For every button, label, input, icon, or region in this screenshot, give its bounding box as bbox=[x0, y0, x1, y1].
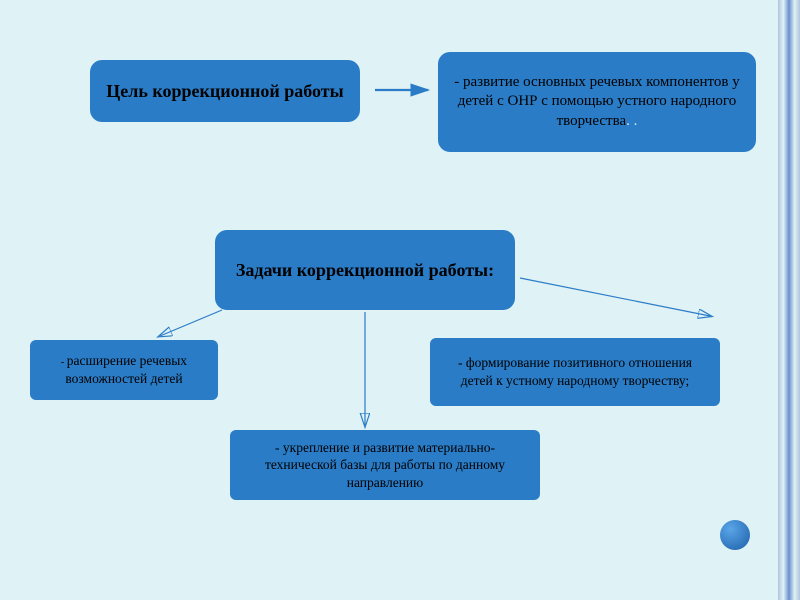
task3-text: - укрепление и развитие материально-техн… bbox=[242, 439, 528, 492]
goal-desc-suffix: . . bbox=[626, 113, 637, 129]
task3-body: укрепление и развитие материально-технич… bbox=[265, 440, 505, 490]
arrow-task-right bbox=[520, 278, 710, 316]
task3-box: - укрепление и развитие материально-техн… bbox=[230, 430, 540, 500]
task1-text: - расширение речевых возможностей детей bbox=[42, 352, 206, 387]
task2-body: формирование позитивного отношения детей… bbox=[461, 355, 692, 388]
goal-desc-text: - развитие основных речевых компонентов … bbox=[452, 73, 742, 132]
task1-box: - расширение речевых возможностей детей bbox=[30, 340, 218, 400]
goal-desc-box: - развитие основных речевых компонентов … bbox=[438, 52, 756, 152]
task3-prefix: - bbox=[275, 440, 283, 455]
slide-number-circle bbox=[720, 520, 750, 550]
task2-prefix: - bbox=[458, 355, 466, 370]
goal-title-text: Цель коррекционной работы bbox=[106, 81, 343, 102]
task2-text: - формирование позитивного отношения дет… bbox=[442, 354, 708, 389]
goal-desc-prefix: - bbox=[454, 74, 463, 90]
tasks-title-box: Задачи коррекционной работы: bbox=[215, 230, 515, 310]
task1-body: расширение речевых возможностей детей bbox=[65, 353, 187, 386]
tasks-title-text: Задачи коррекционной работы: bbox=[236, 260, 494, 281]
goal-desc-body: развитие основных речевых компонентов у … bbox=[458, 74, 740, 129]
task2-box: - формирование позитивного отношения дет… bbox=[430, 338, 720, 406]
goal-title-box: Цель коррекционной работы bbox=[90, 60, 360, 122]
arrow-task-left bbox=[160, 310, 222, 336]
slide-right-border bbox=[778, 0, 800, 600]
